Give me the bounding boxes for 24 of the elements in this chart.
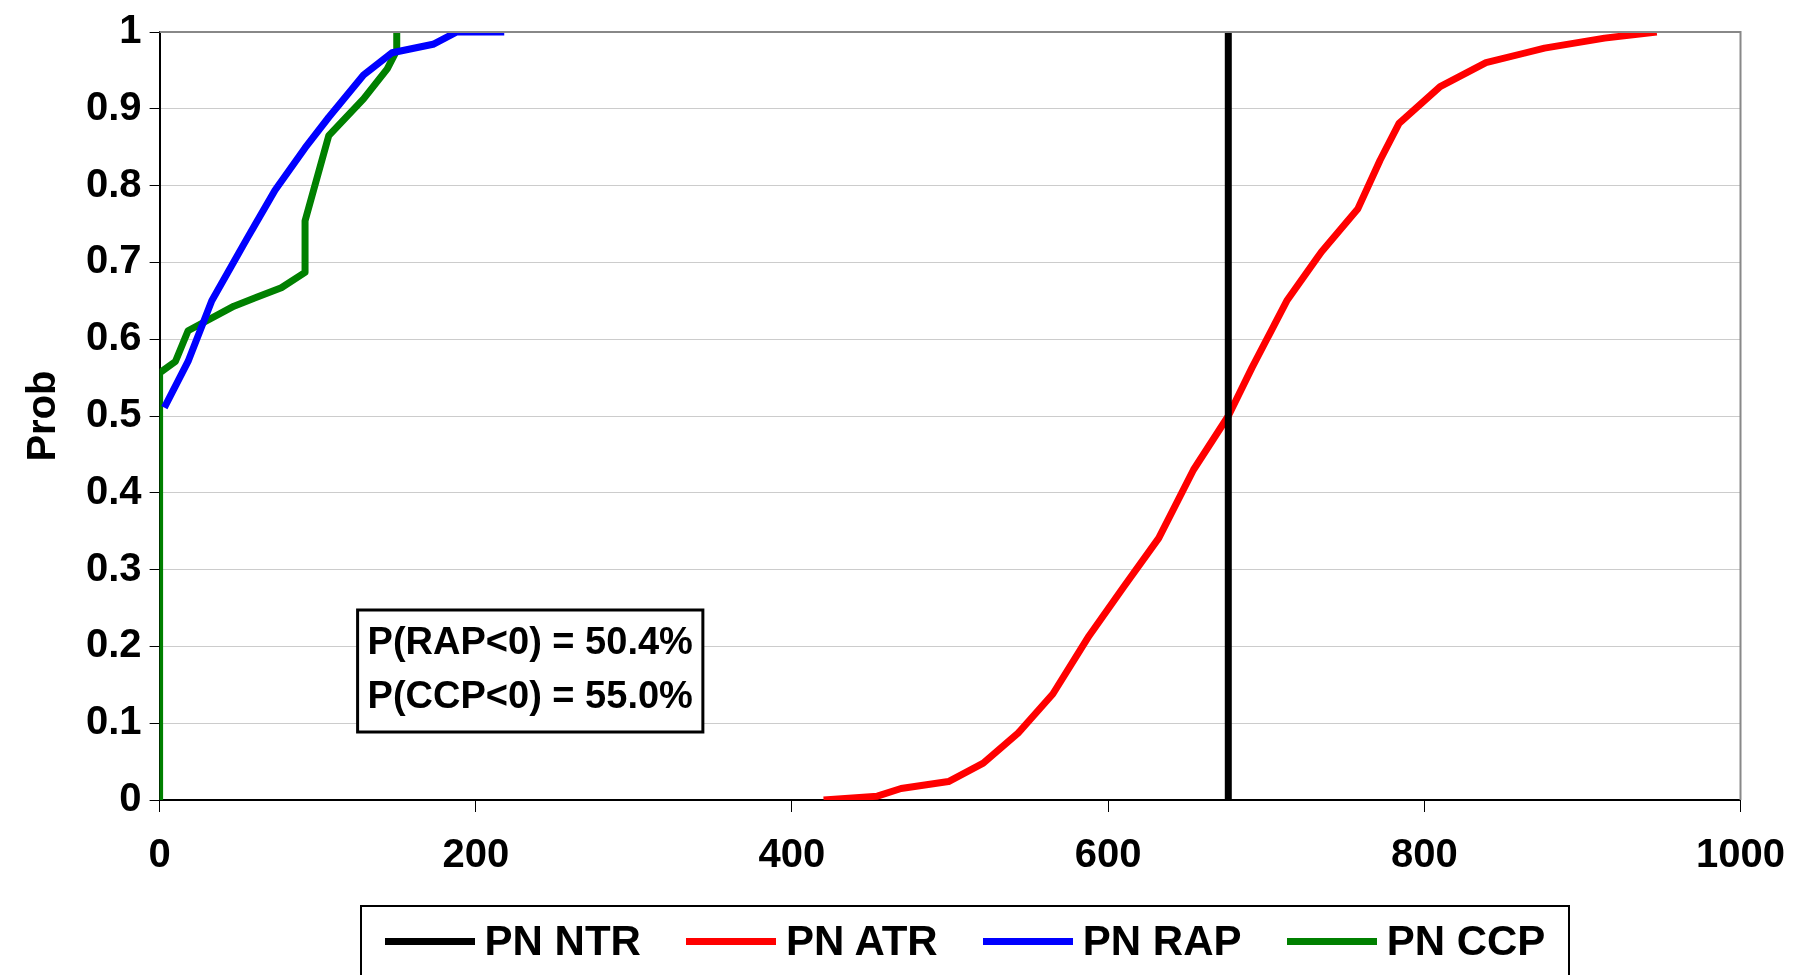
y-tick-label: 0.8 xyxy=(86,160,142,205)
y-tick-label: 0.2 xyxy=(86,621,142,666)
annotation: P(RAP<0) = 50.4% xyxy=(367,620,693,663)
y-tick-label: 1 xyxy=(119,7,142,52)
y-tick-label: 0.7 xyxy=(86,237,142,282)
x-tick-label: 400 xyxy=(758,831,826,876)
y-tick-label: 0.5 xyxy=(86,391,142,436)
y-axis-title: Prob xyxy=(19,370,64,462)
y-tick-label: 0.4 xyxy=(86,467,143,512)
legend-label: PN ATR xyxy=(786,917,938,965)
y-tick-label: 0.9 xyxy=(86,83,142,128)
x-tick-label: 1000 xyxy=(1696,831,1785,876)
y-tick-label: 0 xyxy=(119,775,142,820)
y-tick-label: 0.1 xyxy=(86,698,142,743)
annotation: P(CCP<0) = 55.0% xyxy=(367,674,693,717)
x-tick-label: 800 xyxy=(1390,831,1458,876)
x-tick-label: 0 xyxy=(148,831,171,876)
y-tick-label: 0.6 xyxy=(86,314,142,359)
y-tick-label: 0.3 xyxy=(86,544,142,589)
x-tick-label: 200 xyxy=(442,831,510,876)
legend-label: PN NTR xyxy=(484,917,641,965)
legend-label: PN RAP xyxy=(1082,917,1242,965)
x-tick-label: 600 xyxy=(1074,831,1142,876)
legend-label: PN CCP xyxy=(1386,917,1546,965)
